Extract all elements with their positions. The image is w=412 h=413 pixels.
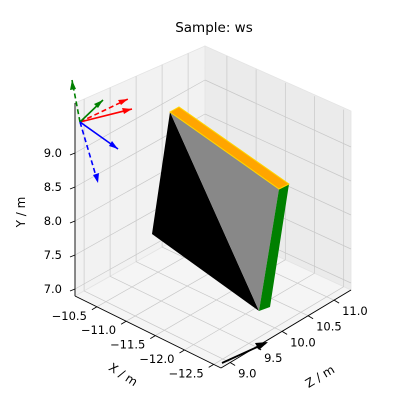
x-axis-label: X / m bbox=[106, 360, 140, 389]
y-gridline-right bbox=[204, 79, 352, 148]
sample-top-face bbox=[169, 106, 290, 190]
y-tick-label: 8.0 bbox=[44, 214, 62, 228]
sample-back-face bbox=[152, 112, 259, 311]
x-tick-label: −12.0 bbox=[139, 352, 174, 366]
z-axis-line bbox=[220, 289, 352, 369]
frame-z-dashed-arrowhead bbox=[93, 173, 99, 183]
chart-title: Sample: ws bbox=[175, 20, 253, 36]
sample-front-face bbox=[170, 112, 279, 311]
frame-x-arrowhead bbox=[122, 108, 132, 114]
sample-side-face bbox=[259, 184, 289, 311]
y-tick-label: 9.0 bbox=[44, 146, 62, 160]
z-tick-label: 9.0 bbox=[238, 367, 256, 381]
y-tick-label: 7.0 bbox=[44, 282, 62, 296]
x-tick-label: −10.5 bbox=[52, 309, 87, 323]
z-tick bbox=[281, 330, 288, 335]
z-tick bbox=[333, 299, 340, 304]
axis-lines bbox=[74, 103, 352, 369]
coordinate-frame bbox=[70, 79, 133, 184]
x-tick bbox=[208, 364, 214, 368]
x-axis-line bbox=[74, 295, 222, 369]
y-tick bbox=[69, 152, 76, 156]
frame-y-arrowhead bbox=[94, 100, 103, 108]
y-tick-label: 7.5 bbox=[44, 248, 62, 262]
x-tick-label: −11.5 bbox=[110, 338, 145, 352]
x-tick bbox=[120, 320, 127, 325]
y-tick bbox=[69, 288, 76, 292]
x-tick-label: −11.0 bbox=[81, 323, 116, 337]
y-gridline bbox=[74, 79, 206, 154]
z-tick-label: 10.5 bbox=[316, 320, 342, 334]
z-tick-label: 9.5 bbox=[264, 351, 282, 365]
x-tick bbox=[91, 306, 98, 311]
frame-z-arrowhead bbox=[109, 141, 118, 149]
sample-plate bbox=[152, 106, 290, 311]
z-gridline bbox=[135, 261, 283, 332]
z-tick bbox=[229, 362, 236, 366]
z-tick-label: 10.0 bbox=[290, 335, 316, 349]
y-tick-label: 8.5 bbox=[44, 180, 62, 194]
axis-ticks: 7.0 7.5 8.0 8.5 9.0 −10.5−11.0−11.5−12.0−12.5… bbox=[44, 146, 368, 381]
x-tick-label: −12.5 bbox=[168, 366, 203, 380]
x-tick bbox=[179, 349, 185, 354]
frame-x-dashed-arrowhead bbox=[118, 99, 128, 105]
z-gridline bbox=[83, 290, 231, 363]
frame-y-dashed-arrowhead bbox=[70, 80, 76, 90]
x-tick bbox=[150, 335, 156, 339]
x-gridline bbox=[184, 272, 315, 351]
beam-arrowhead bbox=[255, 342, 268, 350]
z-axis-label: Z / m bbox=[303, 362, 337, 390]
y-tick bbox=[69, 186, 76, 190]
x-gridline bbox=[213, 286, 344, 365]
z-tick bbox=[307, 315, 314, 320]
z-tick bbox=[255, 346, 262, 351]
y-axis-label: Y / m bbox=[14, 197, 28, 229]
z-tick-label: 11.0 bbox=[342, 304, 368, 318]
y-gridline-right bbox=[204, 113, 352, 182]
y-tick bbox=[69, 220, 76, 224]
z-gridline bbox=[109, 275, 257, 348]
y-tick bbox=[69, 254, 76, 258]
frame-z-dashed-arrow bbox=[79, 121, 99, 184]
